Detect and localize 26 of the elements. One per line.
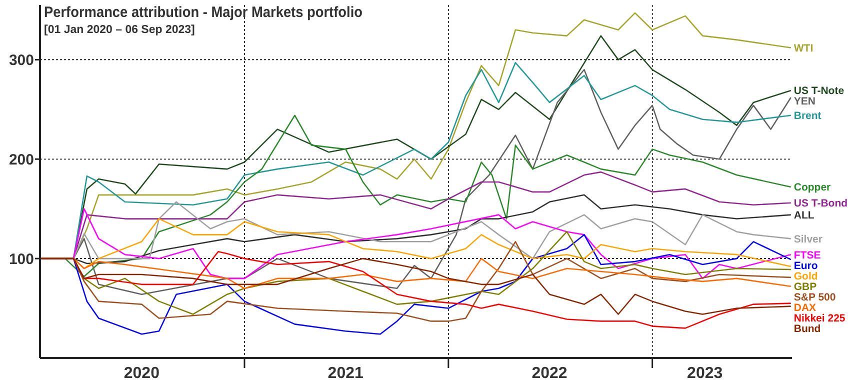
y-tick-label: 300 xyxy=(8,52,34,69)
x-tick-label: 2020 xyxy=(124,365,160,382)
series-label: Bund xyxy=(794,322,821,335)
series-label: US T-Bond xyxy=(794,198,848,210)
x-tick-label: 2022 xyxy=(532,365,568,382)
x-tick-label: 2023 xyxy=(687,365,723,382)
series-label: ALL xyxy=(794,209,815,222)
chart-title: Performance attribution - Major Markets portfolio xyxy=(44,4,394,21)
series-label: Gold xyxy=(794,270,818,282)
series-label: Copper xyxy=(794,182,831,194)
series-label: WTI xyxy=(794,42,814,54)
series-label: Silver xyxy=(794,233,822,246)
series-label: DAX xyxy=(794,302,816,314)
y-tick-label: 200 xyxy=(8,151,34,168)
series-label: FTSE xyxy=(794,249,821,262)
y-tick-label: 100 xyxy=(8,250,34,268)
series-label: YEN xyxy=(794,96,816,108)
x-tick-label: 2021 xyxy=(328,365,364,382)
line-series xyxy=(39,258,792,315)
series-label: US T-Note xyxy=(794,85,844,98)
series-label: GBP xyxy=(794,280,817,293)
text: [01 Jan 2020 – 06 Sep 2023] xyxy=(44,24,196,36)
series-label: Brent xyxy=(794,110,822,122)
series-label: Nikkei 225 xyxy=(794,312,846,324)
series-label: Euro xyxy=(794,260,818,272)
series-label: S&P 500 xyxy=(794,291,836,304)
